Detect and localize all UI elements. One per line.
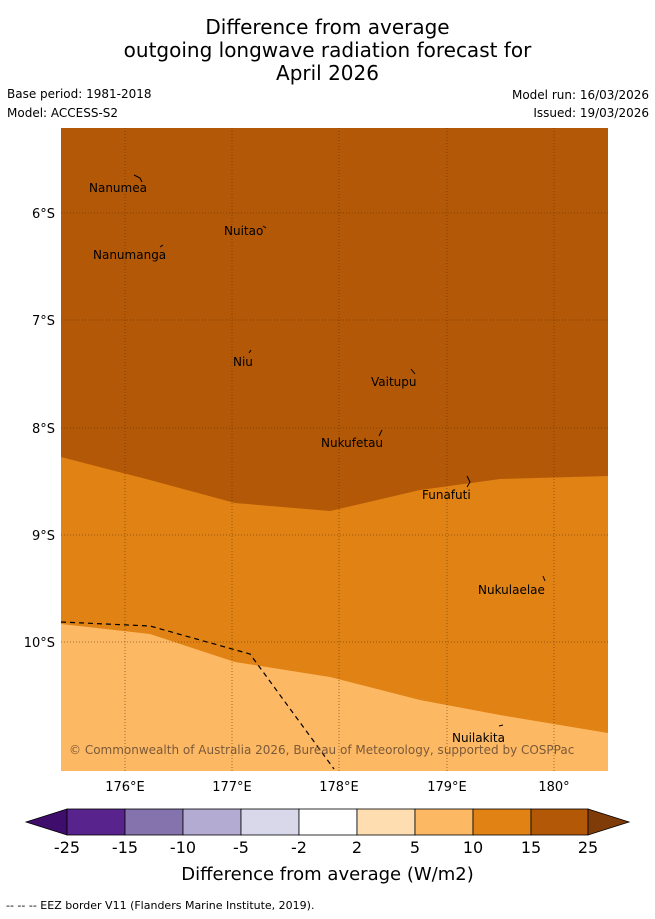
colorbar-swatch	[356, 808, 416, 836]
island-mark-funafuti	[466, 475, 471, 488]
colorbar	[24, 808, 631, 836]
place-label-nuilakita: Nuilakita	[452, 731, 505, 745]
place-label-nuitao: Nuitao	[224, 224, 263, 238]
gridlines	[61, 128, 608, 771]
colorbar-swatch	[124, 808, 184, 836]
lat-label-6s: 6°S	[32, 207, 55, 222]
model-run: Model run: 16/03/2026	[511, 88, 649, 102]
title-line-1: Difference from average	[205, 15, 450, 39]
eez-border	[60, 621, 335, 770]
colorbar-swatch	[240, 808, 300, 836]
island-mark-nanumanga	[159, 244, 164, 248]
place-label-nukulaelae: Nukulaelae	[478, 583, 545, 597]
colorbar-swatch	[66, 808, 126, 836]
colorbar-swatch	[298, 808, 358, 836]
island-mark-nukulaelae	[542, 575, 546, 582]
place-label-nanumanga: Nanumanga	[93, 248, 166, 262]
colorbar-tick: 10	[463, 838, 483, 857]
island-mark-vaitupu	[410, 368, 416, 375]
colorbar-tick: -15	[112, 838, 138, 857]
island-marks	[133, 174, 546, 727]
lat-label-7s: 7°S	[32, 314, 55, 329]
island-mark-nuilakita	[498, 724, 504, 727]
page-title: Difference from average outgoing longwav…	[0, 16, 655, 85]
lat-label-9s: 9°S	[32, 529, 55, 544]
lon-label-178e: 178°E	[319, 780, 359, 795]
place-label-niu: Niu	[233, 355, 253, 369]
model-name: Model: ACCESS-S2	[7, 106, 119, 120]
colorbar-extend-high	[587, 808, 631, 836]
colorbar-tick: 15	[521, 838, 541, 857]
place-label-funafuti: Funafuti	[422, 488, 471, 502]
title-line-3: April 2026	[276, 61, 379, 85]
colorbar-tick: 5	[410, 838, 420, 857]
lon-label-176e: 176°E	[105, 780, 145, 795]
colorbar-swatch	[472, 808, 532, 836]
island-mark-nanumea	[133, 174, 143, 183]
lat-label-8s: 8°S	[32, 422, 55, 437]
colorbar-tick: -2	[291, 838, 307, 857]
colorbar-swatch	[414, 808, 474, 836]
colorbar-swatch	[530, 808, 589, 836]
anomaly-region-5-10	[61, 624, 608, 771]
colorbar-tick: 25	[578, 838, 598, 857]
lon-label-180: 180°	[538, 780, 569, 795]
colorbar-extend-low	[24, 808, 68, 836]
issued-date: Issued: 19/03/2026	[533, 106, 649, 120]
lon-label-177e: 177°E	[212, 780, 252, 795]
colorbar-tick: -25	[54, 838, 80, 857]
place-label-nukufetau: Nukufetau	[321, 436, 383, 450]
base-period: Base period: 1981-2018	[7, 87, 152, 101]
copyright-notice: © Commonwealth of Australia 2026, Bureau…	[69, 743, 574, 757]
title-line-2: outgoing longwave radiation forecast for	[123, 38, 532, 62]
island-mark-nuitao	[262, 225, 267, 229]
lon-label-179e: 179°E	[427, 780, 467, 795]
colorbar-tick: -5	[233, 838, 249, 857]
colorbar-tick: -10	[170, 838, 196, 857]
colorbar-tick: 2	[352, 838, 362, 857]
lat-label-10s: 10°S	[24, 636, 55, 651]
eez-legend-note: -- -- -- EEZ border V11 (Flanders Marine…	[6, 899, 315, 912]
colorbar-swatch	[182, 808, 242, 836]
place-label-vaitupu: Vaitupu	[371, 375, 417, 389]
place-label-nanumea: Nanumea	[89, 181, 147, 195]
island-mark-nukufetau	[378, 429, 383, 437]
colorbar-title: Difference from average (W/m2)	[181, 864, 474, 885]
island-mark-niu	[248, 349, 252, 354]
